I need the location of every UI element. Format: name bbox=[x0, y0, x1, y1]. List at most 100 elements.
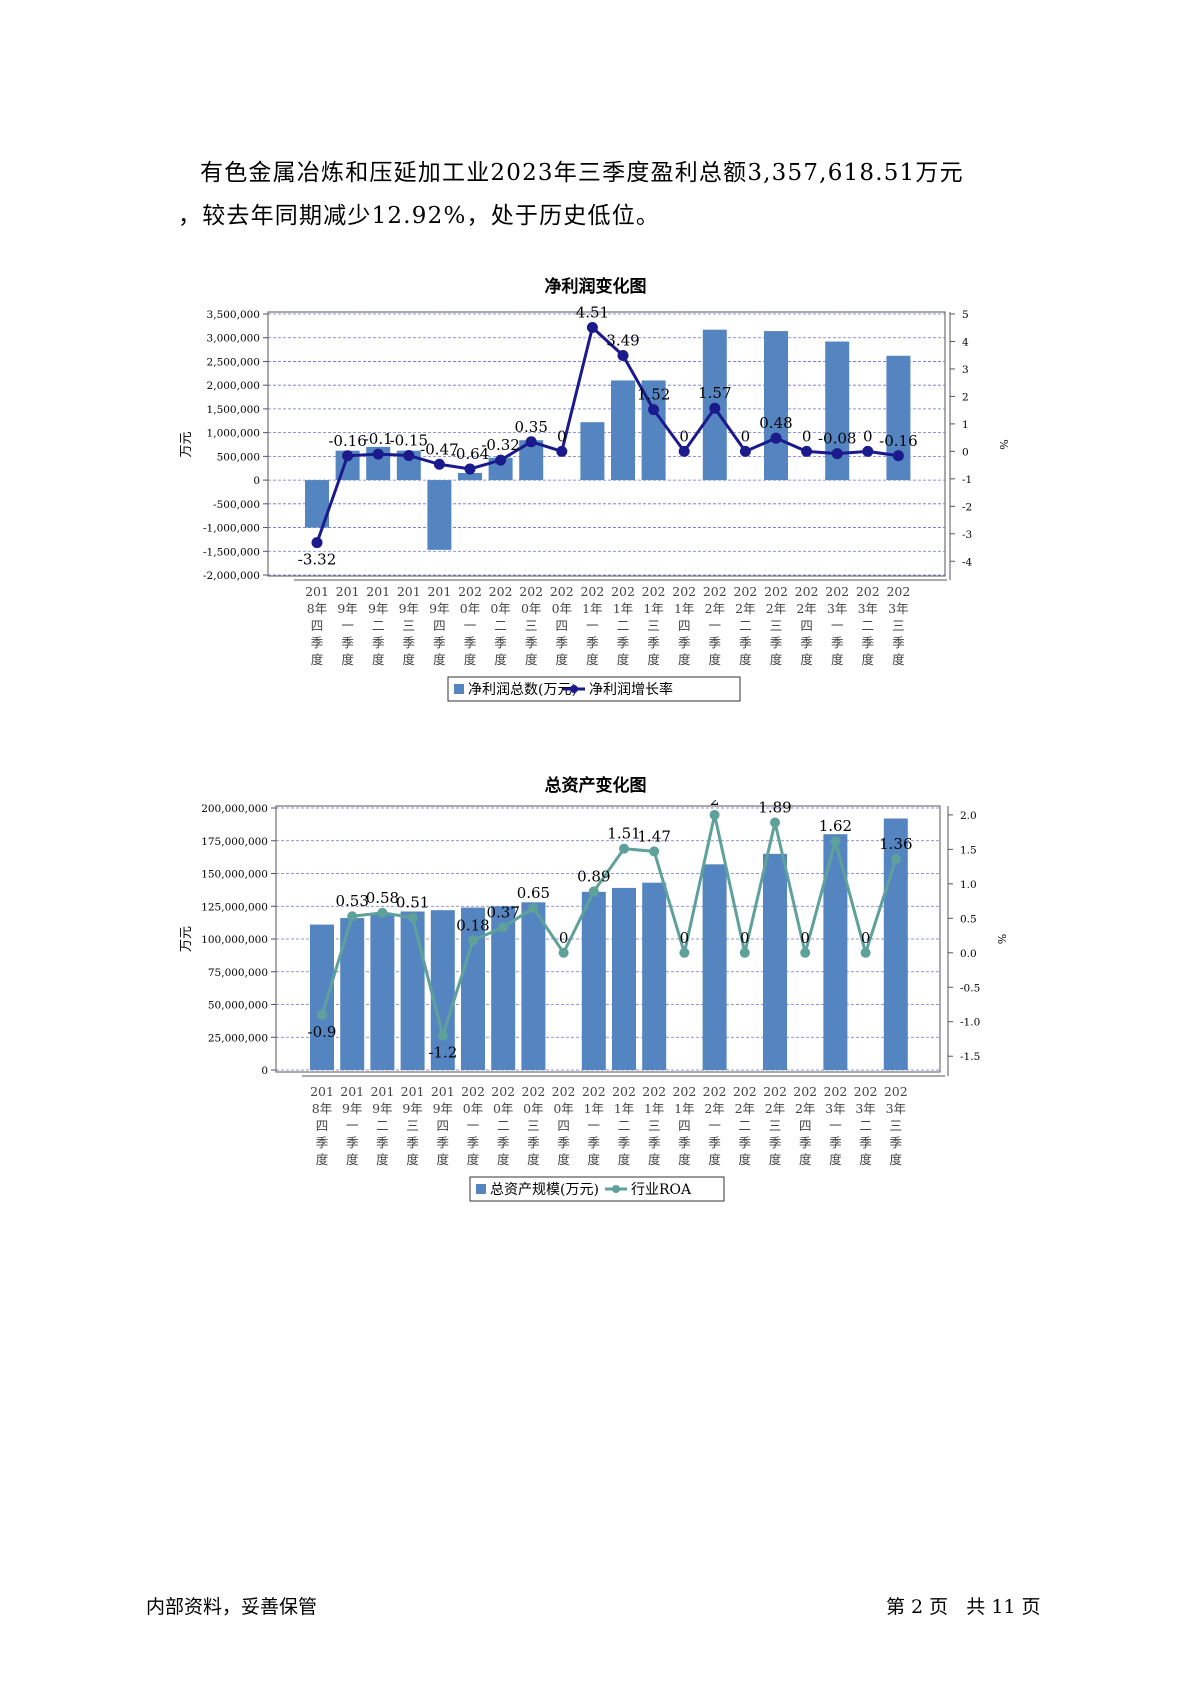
x-tick-label: 季 bbox=[376, 1135, 389, 1150]
x-tick-label: 三 bbox=[892, 618, 905, 633]
x-tick-label: 3年 bbox=[886, 1101, 906, 1116]
x-tick-label: 季 bbox=[678, 635, 691, 650]
x-tick-label: 202 bbox=[856, 584, 880, 599]
x-tick-label: 季 bbox=[586, 635, 599, 650]
data-label: 0.37 bbox=[486, 903, 519, 921]
x-tick-label: 2年 bbox=[796, 601, 816, 616]
data-label: -0.47 bbox=[420, 440, 458, 458]
x-tick-label: 度 bbox=[708, 1152, 721, 1167]
y-left-tick-label: 200,000,000 bbox=[201, 803, 268, 815]
x-tick-label: 202 bbox=[703, 584, 727, 599]
x-tick-label: 度 bbox=[617, 652, 630, 667]
data-label: 0 bbox=[680, 929, 690, 947]
x-tick-label: 0年 bbox=[463, 1101, 483, 1116]
bar bbox=[763, 853, 787, 1070]
x-tick-label: 0年 bbox=[553, 1101, 573, 1116]
x-tick-label: 0年 bbox=[552, 601, 572, 616]
x-tick-label: 度 bbox=[859, 1152, 872, 1167]
data-label: -0.1 bbox=[364, 430, 393, 448]
x-tick-label: 四 bbox=[557, 1118, 570, 1133]
line-point bbox=[649, 846, 660, 857]
data-label: 0.18 bbox=[456, 916, 489, 934]
x-tick-label: 季 bbox=[831, 635, 844, 650]
x-tick-label: 202 bbox=[461, 1084, 485, 1099]
line-point bbox=[801, 445, 813, 457]
x-tick-label: 1年 bbox=[644, 1101, 664, 1116]
y-right-tick-label: -1 bbox=[962, 474, 972, 486]
y-right-tick-label: 2.0 bbox=[960, 810, 977, 822]
x-tick-label: 202 bbox=[458, 584, 482, 599]
x-tick-label: 0年 bbox=[523, 1101, 543, 1116]
x-tick-label: 季 bbox=[769, 1135, 782, 1150]
x-tick-label: 度 bbox=[678, 652, 691, 667]
x-tick-label: 三 bbox=[525, 618, 538, 633]
bar bbox=[581, 891, 606, 1070]
line-point bbox=[403, 449, 415, 461]
data-label: -0.15 bbox=[390, 431, 428, 449]
data-label: -0.9 bbox=[308, 1023, 337, 1041]
x-tick-label: 一 bbox=[829, 1118, 842, 1133]
x-tick-label: 度 bbox=[709, 652, 722, 667]
bar bbox=[580, 422, 605, 481]
y-right-tick-label: 3 bbox=[962, 364, 969, 376]
data-label: 1.51 bbox=[607, 825, 640, 843]
bar bbox=[310, 924, 334, 1070]
bar bbox=[461, 907, 485, 1070]
x-tick-label: 202 bbox=[884, 1084, 908, 1099]
data-label: 0 bbox=[741, 427, 751, 445]
y-right-tick-label: 5 bbox=[962, 309, 969, 321]
x-tick-label: 季 bbox=[892, 635, 905, 650]
data-label: 1.52 bbox=[637, 386, 670, 404]
line-point bbox=[619, 843, 629, 854]
x-tick-label: 1年 bbox=[582, 601, 602, 616]
x-tick-label: 8年 bbox=[312, 1101, 332, 1116]
line-point bbox=[433, 458, 445, 470]
x-tick-label: 季 bbox=[708, 1135, 721, 1150]
x-tick-label: 1年 bbox=[643, 601, 663, 616]
x-tick-label: 二 bbox=[376, 1118, 389, 1133]
x-tick-label: 三 bbox=[648, 1118, 661, 1133]
x-tick-label: 2年 bbox=[735, 601, 755, 616]
data-label: 4.51 bbox=[576, 303, 609, 321]
x-tick-label: 3年 bbox=[827, 601, 847, 616]
x-tick-label: 0年 bbox=[490, 601, 510, 616]
data-label: 0.51 bbox=[396, 894, 429, 912]
x-tick-label: 度 bbox=[588, 1152, 601, 1167]
x-tick-label: 度 bbox=[433, 652, 446, 667]
x-tick-label: 度 bbox=[829, 1152, 842, 1167]
x-tick-label: 202 bbox=[519, 584, 543, 599]
x-tick-label: 度 bbox=[341, 652, 354, 667]
bar bbox=[825, 341, 850, 481]
y-left-tick-label: 100,000,000 bbox=[201, 934, 268, 946]
x-tick-label: 二 bbox=[618, 1118, 631, 1133]
x-tick-label: 季 bbox=[494, 635, 507, 650]
x-tick-label: 度 bbox=[497, 1152, 510, 1167]
x-tick-label: 季 bbox=[770, 635, 783, 650]
bar bbox=[612, 887, 636, 1070]
x-tick-label: 202 bbox=[491, 1084, 515, 1099]
y-right-tick-label: 1 bbox=[962, 419, 969, 431]
x-tick-label: 1年 bbox=[674, 1101, 694, 1116]
x-tick-label: 一 bbox=[588, 1118, 601, 1133]
x-tick-label: 季 bbox=[527, 1135, 540, 1150]
x-tick-label: 季 bbox=[739, 635, 752, 650]
legend-box bbox=[469, 1176, 725, 1202]
x-tick-label: 202 bbox=[764, 584, 788, 599]
line-point bbox=[617, 349, 629, 361]
x-tick-label: 度 bbox=[311, 652, 324, 667]
paragraph-line-2: ，较去年同期减少12.92%，处于历史低位。 bbox=[178, 203, 661, 229]
data-label: 0 bbox=[559, 929, 569, 947]
data-label: 0.35 bbox=[514, 418, 547, 436]
x-tick-label: 度 bbox=[739, 1152, 752, 1167]
bar bbox=[521, 902, 546, 1070]
x-tick-label: 1年 bbox=[614, 1101, 634, 1116]
x-tick-label: 201 bbox=[427, 584, 451, 599]
x-tick-label: 三 bbox=[406, 1118, 419, 1133]
x-tick-label: 三 bbox=[403, 618, 416, 633]
x-tick-label: 2年 bbox=[735, 1101, 755, 1116]
x-tick-label: 三 bbox=[769, 1118, 782, 1133]
line-point bbox=[860, 947, 871, 958]
plot-frame bbox=[267, 311, 946, 577]
data-label: 0.53 bbox=[335, 892, 368, 910]
x-tick-label: 度 bbox=[678, 1152, 691, 1167]
